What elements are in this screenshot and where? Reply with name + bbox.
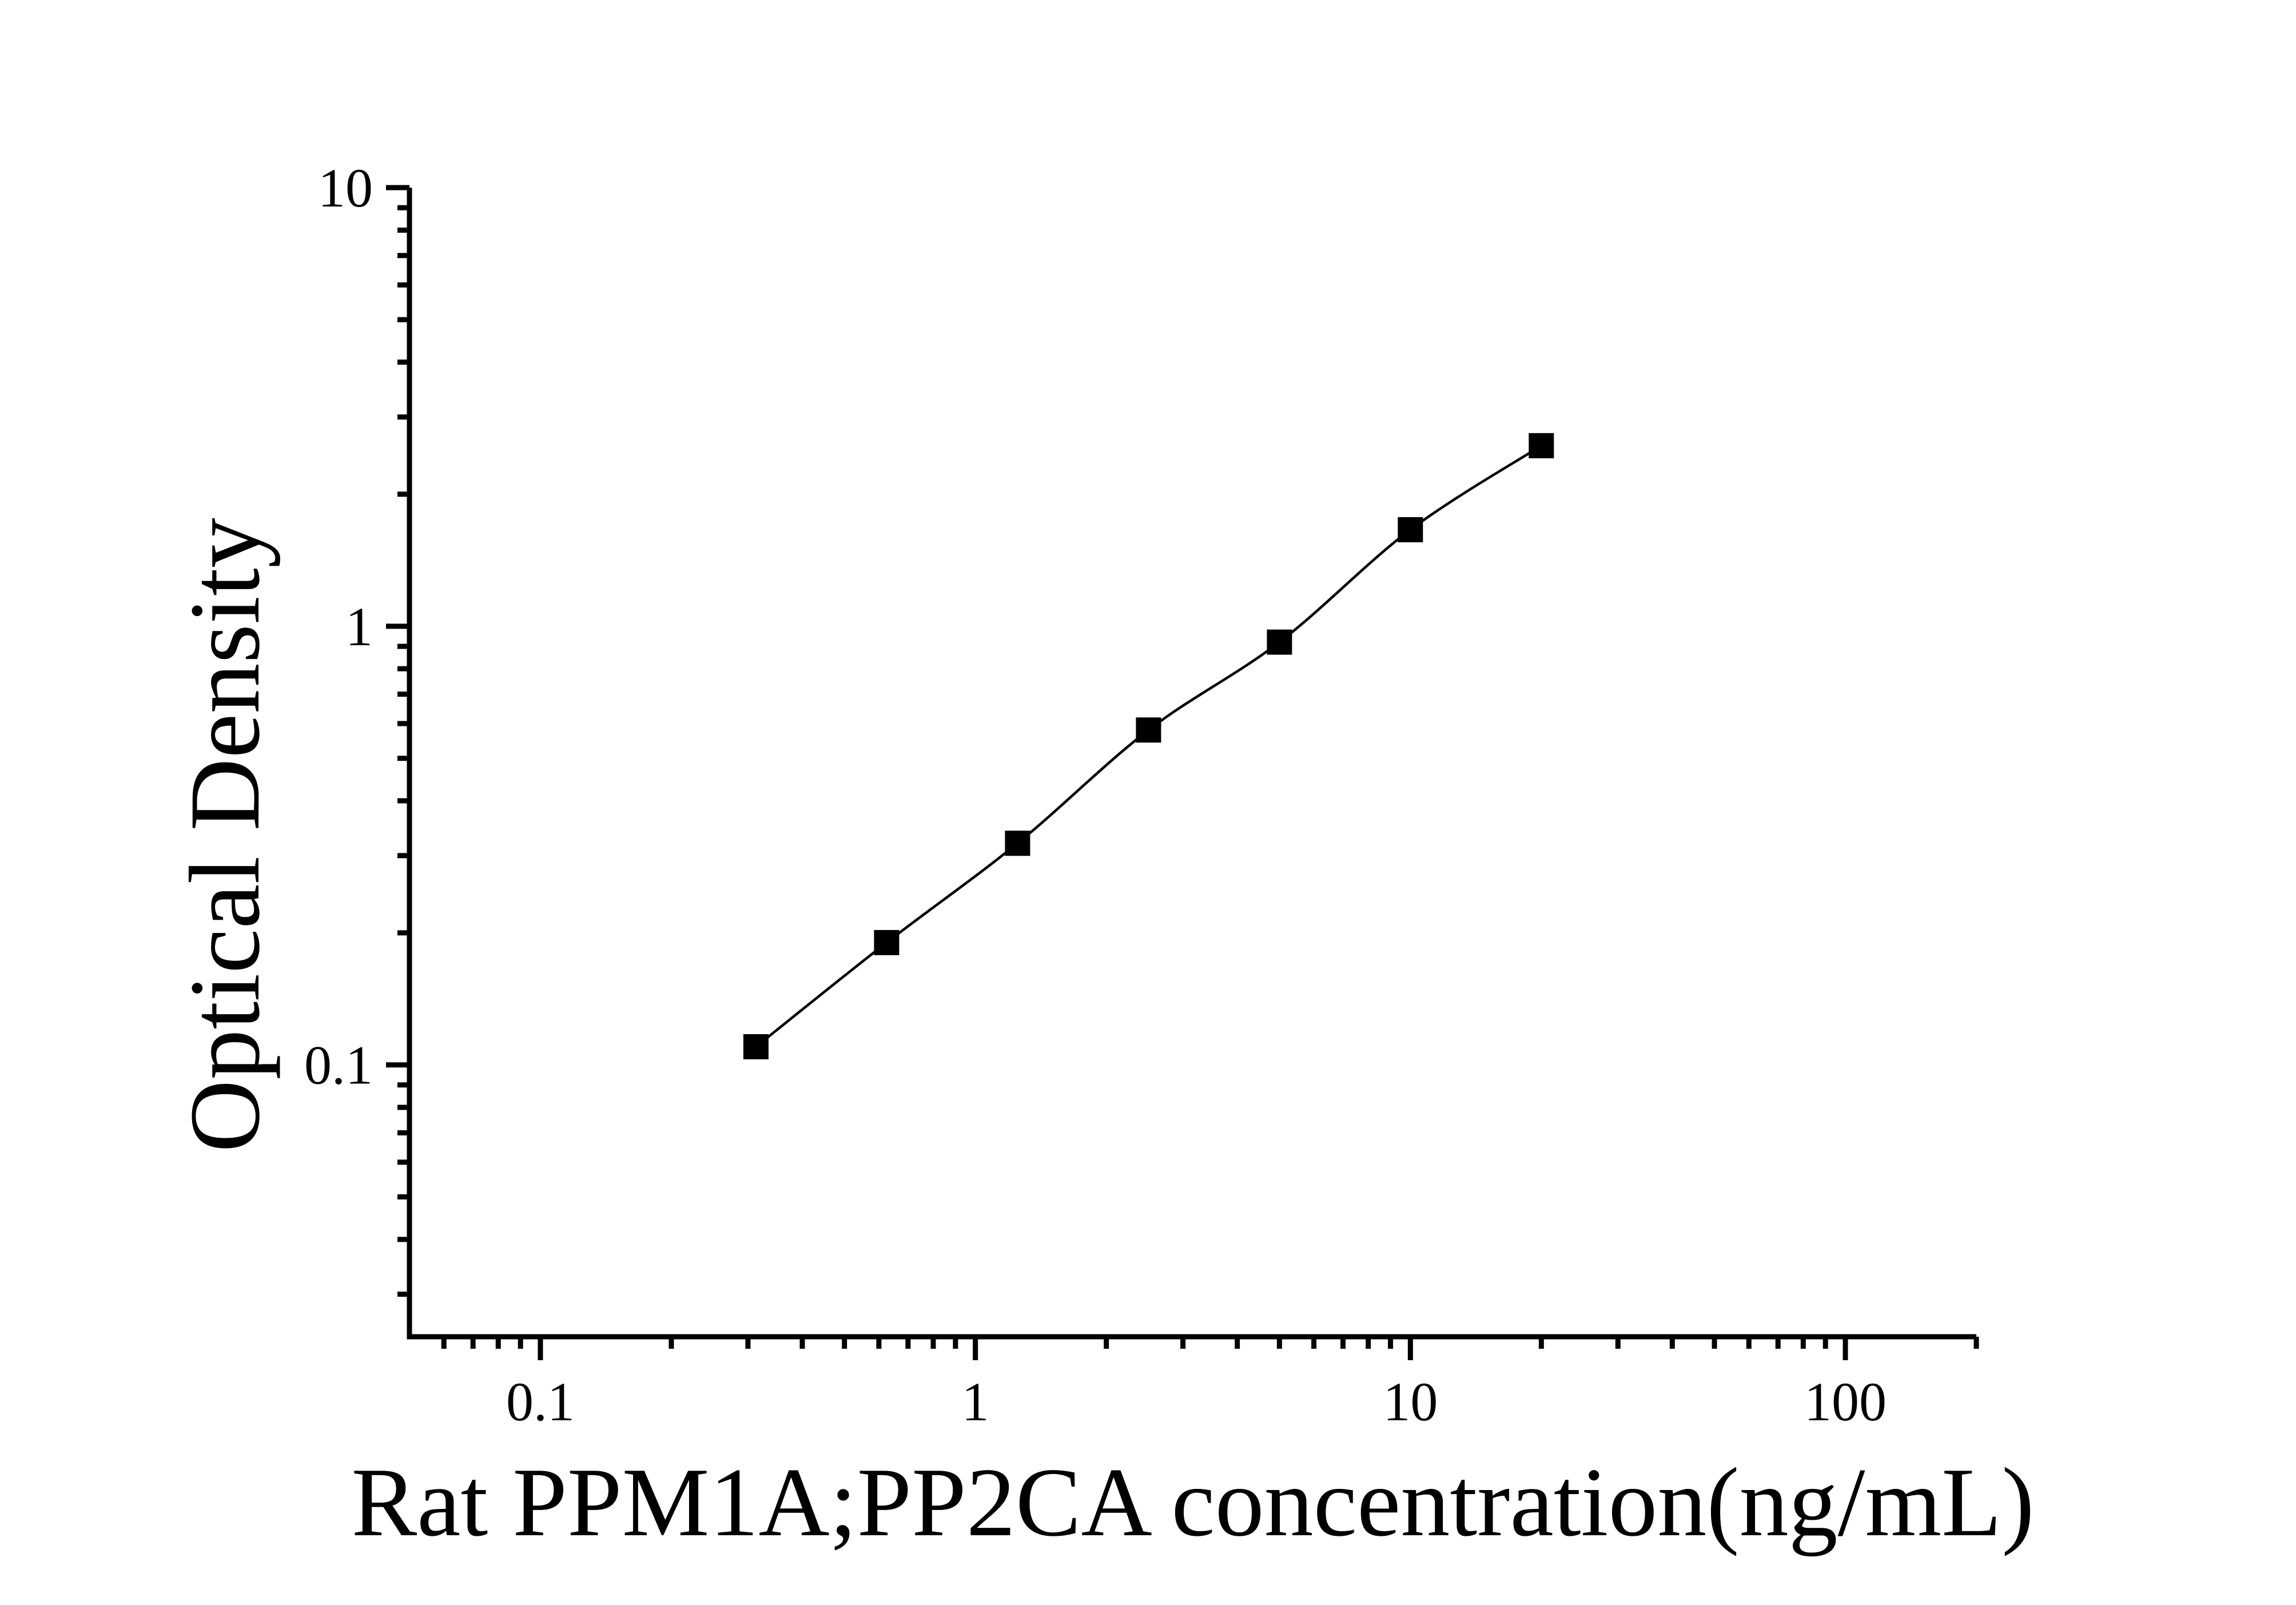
- axis-frame: [407, 188, 1976, 1340]
- data-point-marker: [874, 929, 900, 955]
- x-tick-label: 1: [962, 1371, 989, 1432]
- axes-layer: [386, 185, 1979, 1360]
- data-point-marker: [1005, 831, 1030, 856]
- x-axis-title: Rat PPM1A;PP2CA concentration(ng/mL): [351, 1448, 2034, 1557]
- data-point-marker: [743, 1034, 769, 1059]
- data-point-marker: [1267, 629, 1292, 655]
- data-point-marker: [1529, 433, 1554, 459]
- y-tick-label: 1: [345, 596, 373, 657]
- data-point-marker: [1136, 717, 1161, 743]
- tick-label-layer: 0.1 1 10 100 0.1 1 10: [304, 157, 1887, 1432]
- y-tick-label: 0.1: [304, 1035, 373, 1096]
- x-tick-label: 0.1: [506, 1371, 575, 1432]
- standard-curve-line: [755, 444, 1542, 1048]
- y-axis-title: Optical Density: [169, 518, 281, 1153]
- y-tick-label: 10: [318, 157, 373, 218]
- x-tick-label: 100: [1804, 1371, 1887, 1432]
- x-tick-label: 10: [1383, 1371, 1438, 1432]
- data-point-marker: [1398, 517, 1423, 543]
- series-layer: [743, 433, 1554, 1059]
